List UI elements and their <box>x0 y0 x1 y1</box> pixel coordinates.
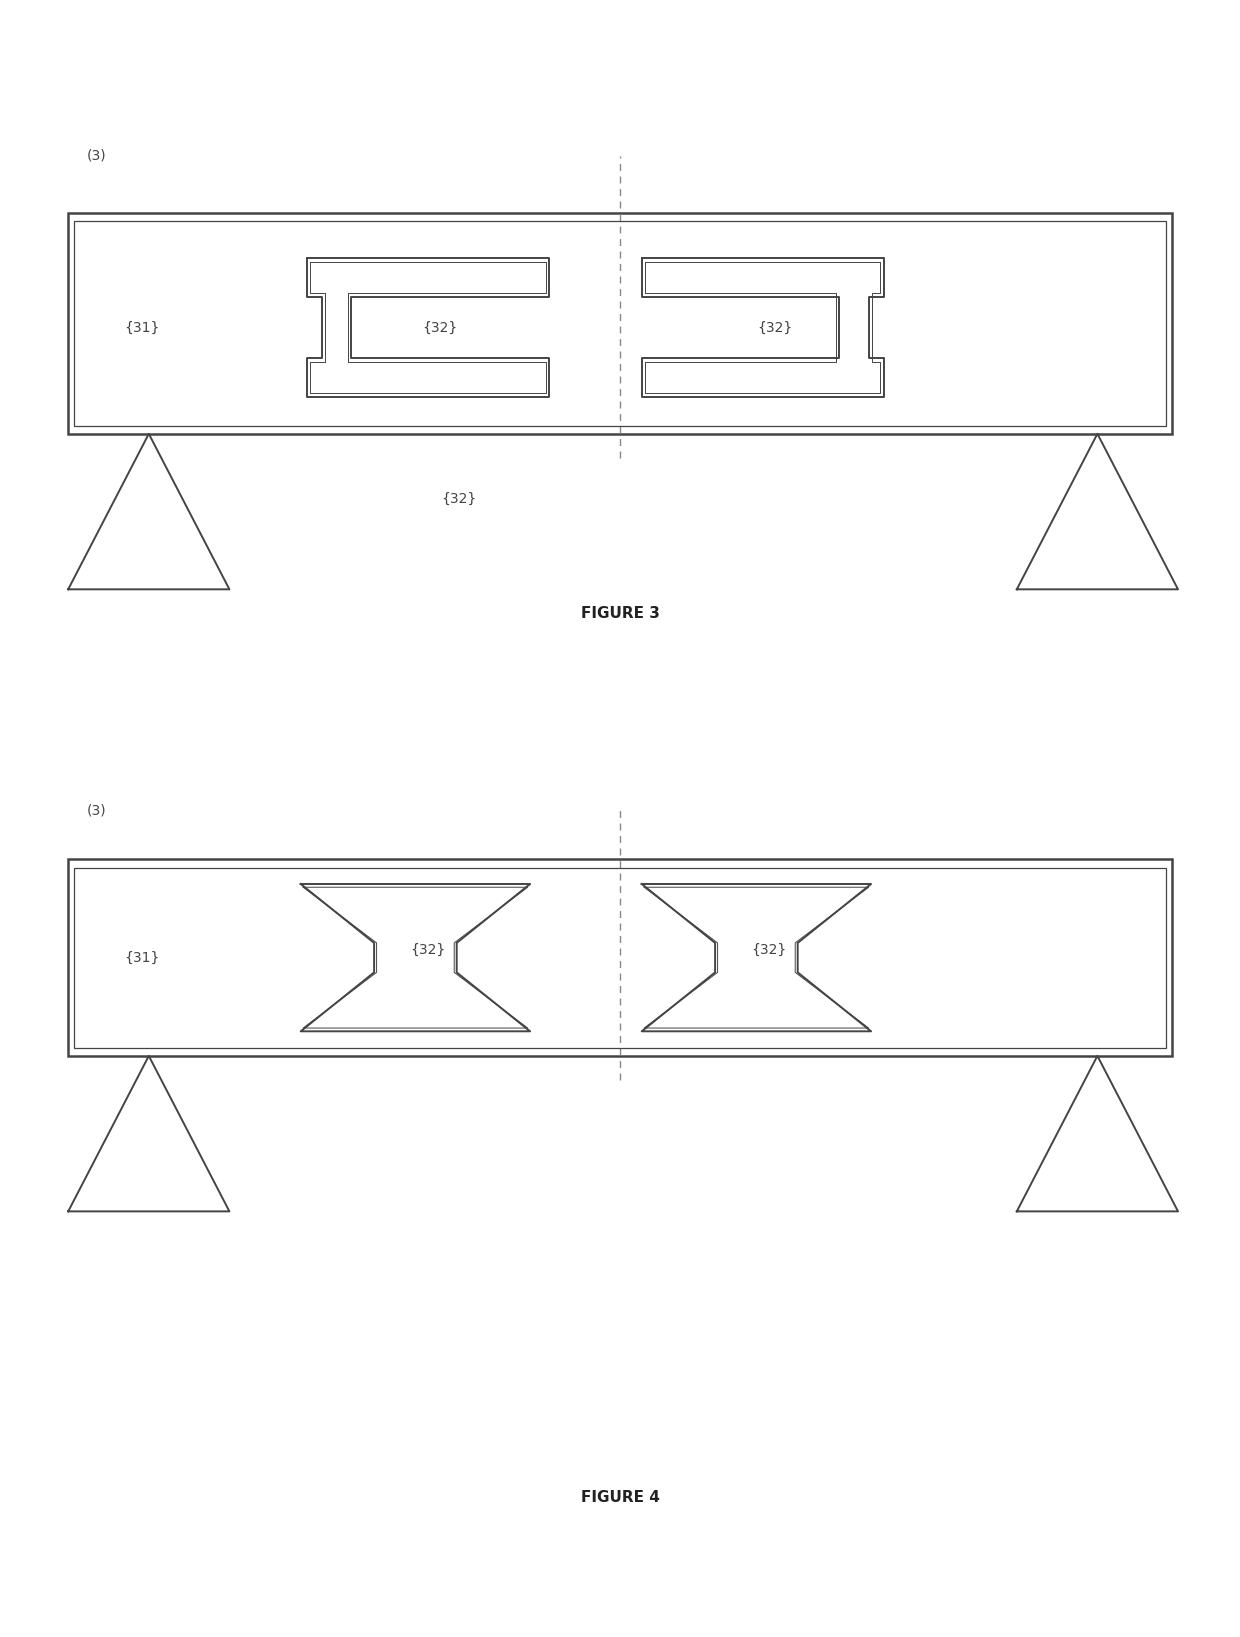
Text: {32}: {32} <box>423 321 458 334</box>
Polygon shape <box>301 884 531 1031</box>
Text: FIGURE 3: FIGURE 3 <box>580 606 660 622</box>
Bar <box>68 859 1172 1056</box>
Text: {32}: {32} <box>410 943 445 956</box>
Text: {32}: {32} <box>751 943 786 956</box>
Text: (3): (3) <box>87 149 107 162</box>
Bar <box>74 221 1166 426</box>
Text: {31}: {31} <box>124 951 160 964</box>
Text: (3): (3) <box>87 804 107 817</box>
Text: {32}: {32} <box>758 321 792 334</box>
Text: {31}: {31} <box>124 321 160 334</box>
Text: FIGURE 4: FIGURE 4 <box>580 1490 660 1506</box>
Bar <box>68 213 1172 434</box>
Polygon shape <box>306 257 549 396</box>
Bar <box>74 868 1166 1048</box>
Polygon shape <box>642 257 883 396</box>
Polygon shape <box>642 884 870 1031</box>
Text: {32}: {32} <box>441 493 476 506</box>
